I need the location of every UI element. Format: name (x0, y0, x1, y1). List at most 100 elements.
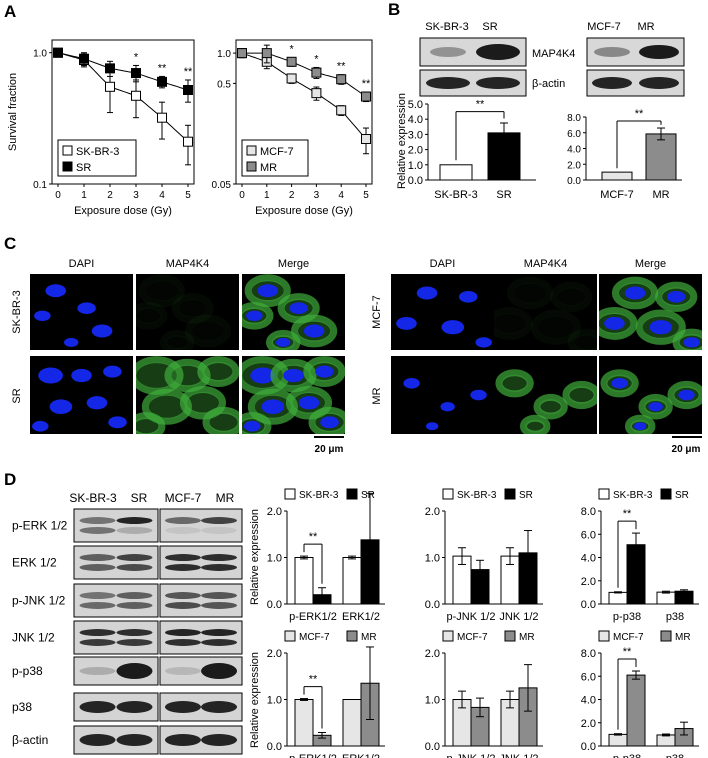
significance-mark: ** (362, 78, 371, 90)
cytoplasm (202, 406, 239, 434)
lane-label: MR (637, 21, 654, 33)
blot-band (639, 77, 679, 89)
row-label: SK-BR-3 (11, 290, 23, 333)
legend-swatch (62, 145, 73, 156)
cytoplasm (519, 414, 551, 434)
cytoplasm (136, 412, 166, 434)
y-tick-label: 4.0 (567, 145, 581, 156)
nucleus (71, 368, 92, 383)
legend-label: SK-BR-3 (299, 490, 339, 501)
data-point-right-1 (261, 48, 272, 59)
blot-band (116, 629, 153, 637)
legend-label: MR (361, 632, 377, 643)
y-tick-label: 2.0 (267, 506, 282, 518)
micro-skbr3-merge-cells (242, 274, 338, 350)
cytoplasm (285, 386, 333, 420)
micro-mcf7-dapi (391, 274, 494, 350)
x-tick-label: 1 (81, 190, 87, 201)
x-tick-label: 2 (289, 190, 295, 201)
column-header: DAPI (69, 258, 95, 270)
data-point-right-0 (311, 88, 322, 99)
cytoplasm (179, 386, 227, 420)
data-point-left-0 (131, 90, 141, 101)
cytoplasm (611, 276, 659, 310)
nucleus (604, 316, 625, 330)
y-tick-label: 0.0 (267, 599, 282, 611)
micro-mcf7-merge-content (599, 276, 702, 350)
nucleus (45, 284, 67, 298)
blot-band (164, 554, 201, 562)
y-axis-title: Relative expression (249, 509, 261, 605)
bar-p38-b (674, 590, 694, 605)
y-tick-label: 0.1 (33, 180, 47, 191)
nucleus (678, 389, 695, 401)
nucleus (275, 337, 291, 347)
x-tick-label: 3 (133, 190, 139, 201)
y-tick-label: 1.0 (408, 160, 423, 172)
x-category-label: p-ERK1/2 (289, 753, 337, 758)
micro-mcf7-dapi-cells (396, 286, 492, 348)
micro-skbr3-map4k4-content (136, 274, 232, 350)
blot-band (164, 592, 201, 600)
y-tick-label: 4.0 (581, 553, 596, 565)
cytoplasm-fill (568, 386, 595, 404)
protein-label: β-actin (532, 78, 565, 90)
legend-swatch (346, 488, 358, 500)
micro-mr-merge-content (600, 369, 702, 434)
y-tick-label: 0.0 (408, 175, 423, 187)
blot-band (201, 629, 238, 637)
nucleus (49, 399, 73, 414)
protein-label: p-JNK 1/2 (12, 594, 66, 608)
legend-swatch (246, 161, 257, 172)
x-category-label: JNK 1/2 (499, 611, 538, 623)
y-tick-label: 0.0 (425, 741, 440, 753)
blot-band (639, 45, 679, 59)
micro-sr-dapi-cells (32, 365, 127, 432)
y-axis-title: Survival fraction (7, 73, 19, 151)
bar-p38-a (656, 734, 676, 747)
cytoplasm-fill (145, 280, 178, 301)
significance-mark: * (289, 44, 294, 56)
significance-mark: ** (309, 674, 318, 686)
significance-mark: ** (337, 61, 346, 73)
bar-p-p38-b (626, 674, 646, 747)
nucleus (86, 396, 108, 410)
y-tick-label: 1.0 (425, 553, 440, 565)
significance-mark: ** (158, 62, 167, 74)
x-category-label: JNK 1/2 (499, 753, 538, 758)
bar-SK-BR-3 (439, 164, 473, 181)
row-label: SR (11, 388, 23, 403)
cytoplasm-fill (493, 313, 526, 334)
data-point-right-1 (361, 91, 371, 102)
blot-band (201, 526, 238, 534)
column-header: MAP4K4 (166, 258, 209, 270)
x-tick-label: 3 (314, 190, 320, 201)
data-point-right-0 (286, 73, 297, 84)
x-category-label: p-ERK1/2 (289, 611, 337, 623)
legend-label: SR (361, 490, 375, 501)
blot-JNK 1/2-1 (159, 620, 243, 655)
data-point-right-0 (361, 134, 371, 145)
significance-mark: ** (623, 508, 632, 520)
nucleus (257, 284, 279, 298)
y-tick-label: 6.0 (581, 529, 596, 541)
nucleus (396, 316, 417, 330)
blot-band (79, 563, 116, 571)
cytoplasm-fill (538, 315, 574, 338)
micro-mr-dapi-cells (403, 377, 487, 431)
cytoplasm (171, 293, 214, 324)
y-tick-label: 0.0 (425, 599, 440, 611)
significance-mark: ** (623, 646, 632, 658)
fit-curve-left-0 (57, 52, 189, 143)
row-label: MR (371, 387, 383, 404)
nucleus (458, 290, 478, 303)
micro-mcf7-map4k4-content (493, 276, 597, 350)
legend-label: SK-BR-3 (613, 490, 653, 501)
blot-band (79, 638, 116, 646)
y-tick-label: 6.0 (581, 671, 596, 683)
blot-band (164, 563, 201, 571)
y-tick-label: 5.0 (408, 99, 423, 111)
blot-band (164, 701, 201, 713)
lane-label: MR (216, 491, 235, 505)
significance-mark: ** (476, 99, 485, 111)
